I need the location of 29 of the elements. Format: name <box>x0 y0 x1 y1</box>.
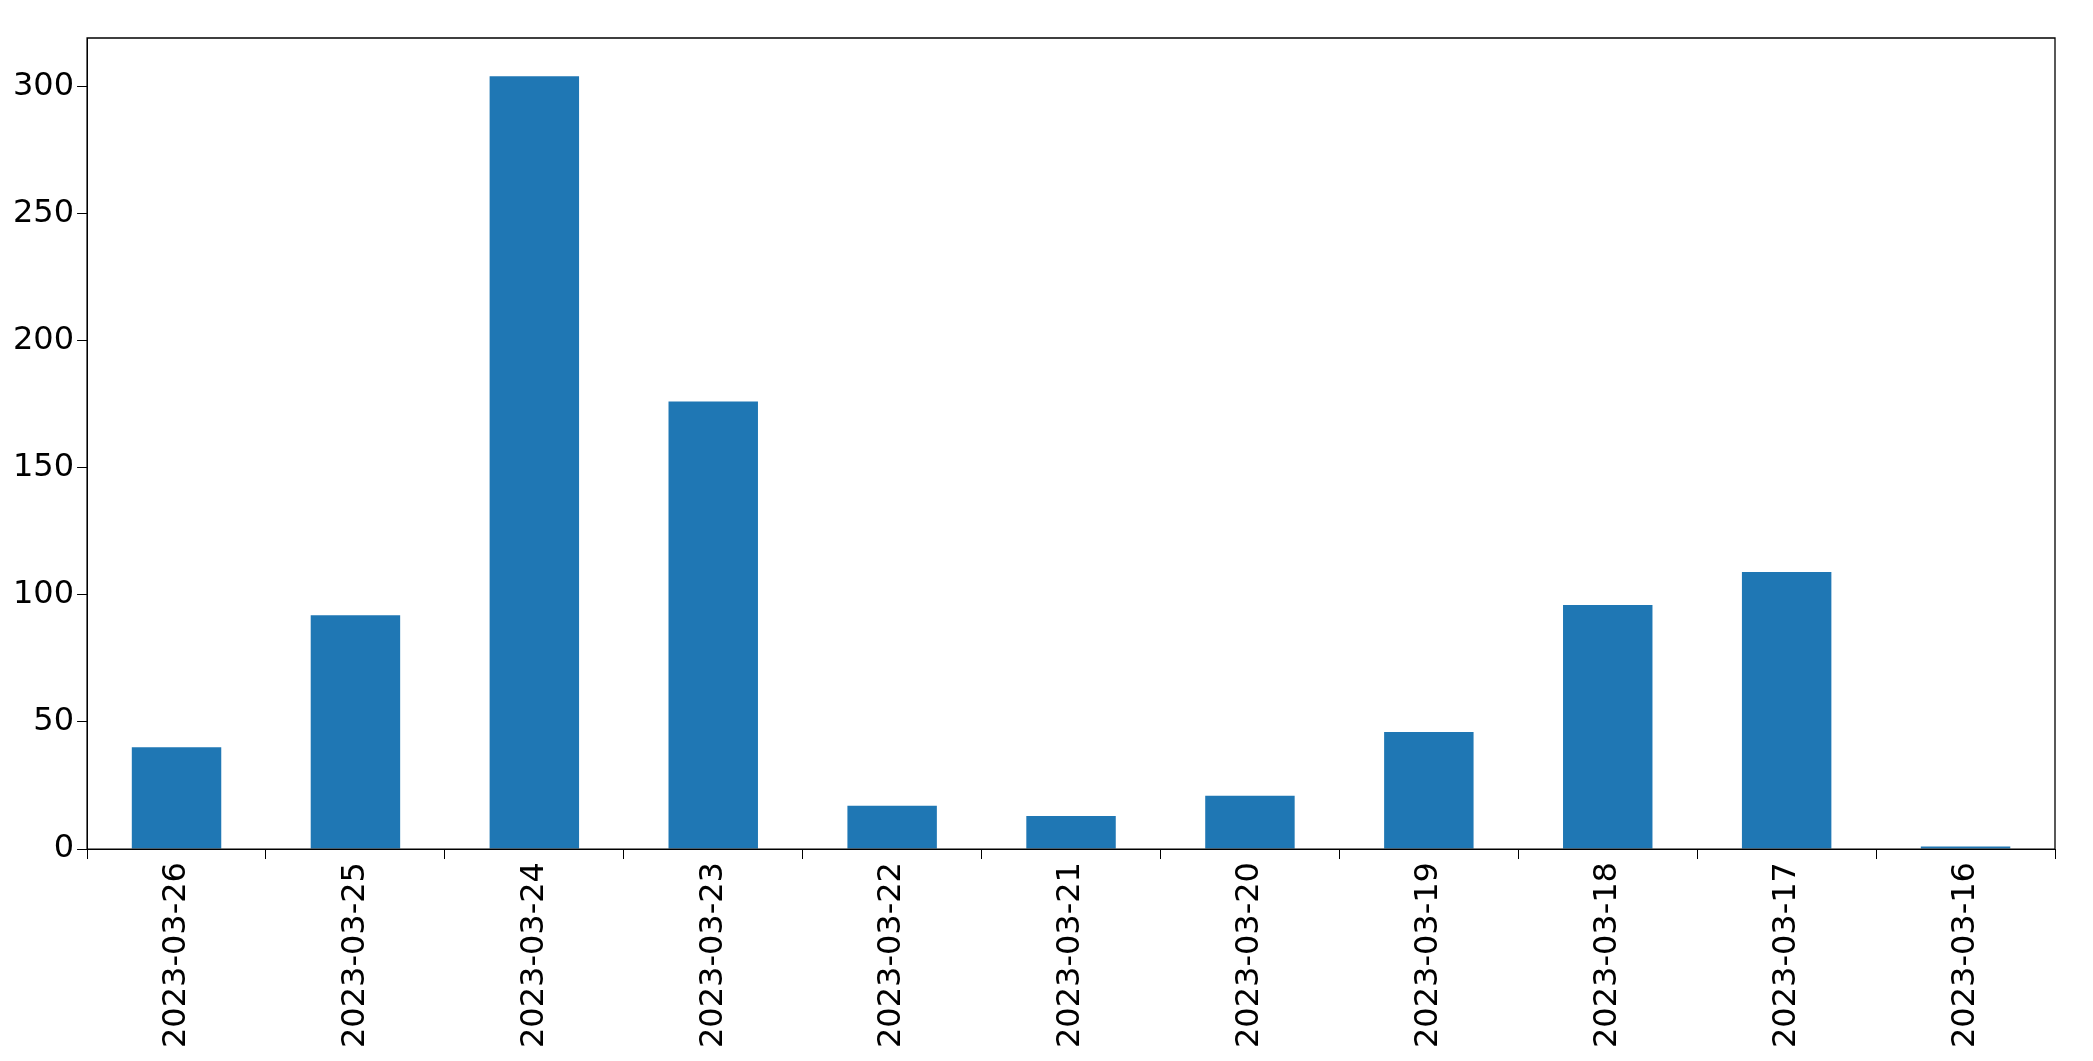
bar <box>489 76 580 849</box>
bar <box>1563 604 1653 849</box>
y-tick-label: 200 <box>13 318 75 357</box>
bar <box>847 805 937 849</box>
bar <box>1205 795 1295 849</box>
y-tick-label: 150 <box>13 445 75 484</box>
bar <box>1384 732 1474 849</box>
y-tick-label: 250 <box>13 191 75 230</box>
x-tick-label: 2023-03-21 <box>1049 862 1088 1048</box>
y-tick-label: 100 <box>13 573 75 612</box>
y-tick-label: 50 <box>33 700 75 739</box>
y-tick-label: 300 <box>13 64 75 103</box>
bar <box>131 747 222 849</box>
bar <box>1920 846 2011 849</box>
x-tick-label: 2023-03-25 <box>333 862 372 1048</box>
x-tick-label: 2023-03-20 <box>1228 862 1267 1048</box>
x-tick-label: 2023-03-16 <box>1943 862 1982 1048</box>
bar <box>310 615 401 849</box>
x-tick-label: 2023-03-23 <box>691 862 730 1048</box>
y-tick-label: 0 <box>53 827 75 866</box>
x-tick-label: 2023-03-17 <box>1764 862 1803 1048</box>
x-tick-label: 2023-03-18 <box>1586 862 1625 1048</box>
x-tick-label: 2023-03-19 <box>1407 862 1446 1048</box>
x-tick-label: 2023-03-26 <box>154 862 193 1048</box>
x-tick-label: 2023-03-22 <box>870 862 909 1048</box>
bar <box>668 401 758 849</box>
bar <box>1741 571 1832 849</box>
x-tick-label: 2023-03-24 <box>512 862 551 1048</box>
bar <box>1026 815 1116 849</box>
